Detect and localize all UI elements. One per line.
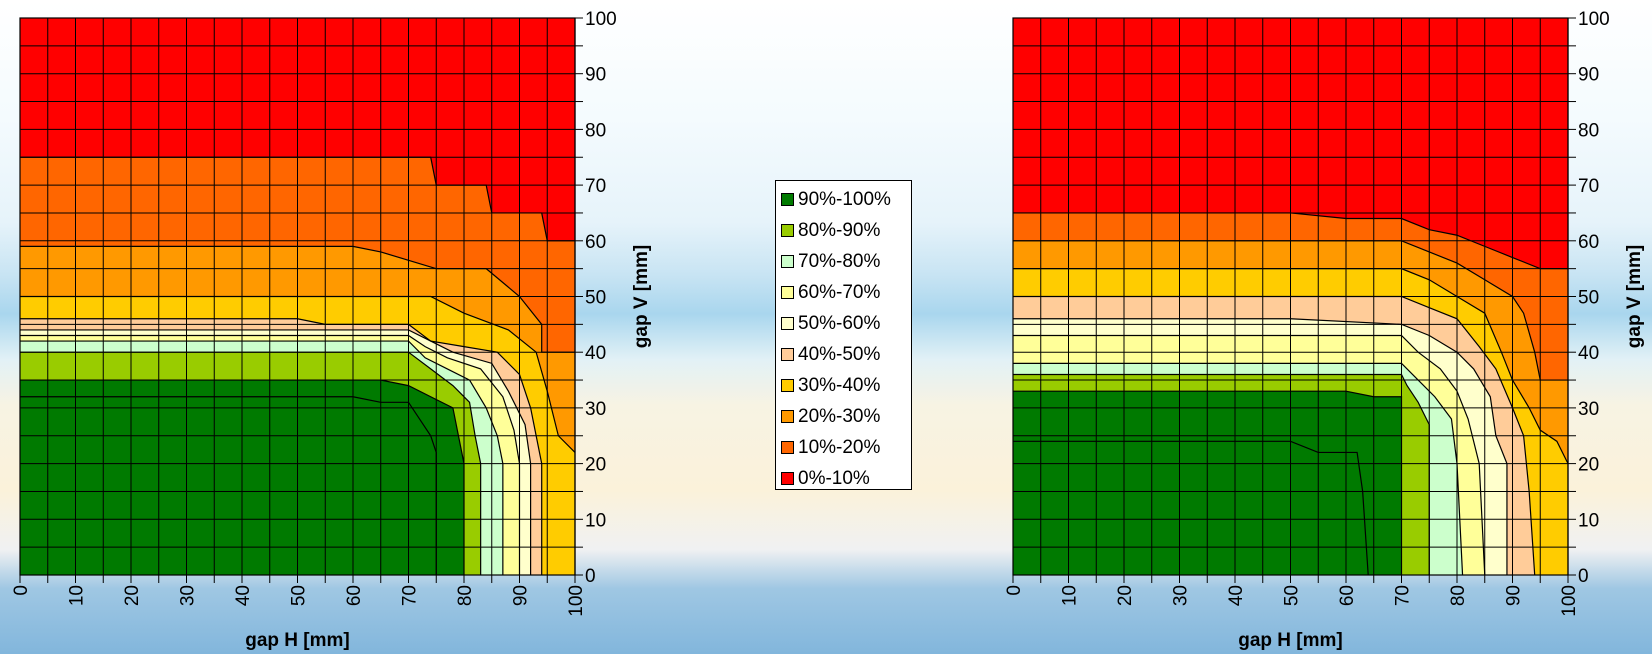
x-tick-label: 20 <box>1115 585 1136 606</box>
x-tick-label: 10 <box>1060 585 1081 606</box>
legend-item: 40%-50% <box>781 339 911 370</box>
x-tick-label: 40 <box>1226 585 1247 606</box>
legend-item: 50%-60% <box>781 308 911 339</box>
x-tick-label: 50 <box>1282 585 1303 606</box>
y-tick-label: 30 <box>585 399 606 420</box>
y-tick-label: 50 <box>1578 288 1599 309</box>
x-tick-label: 0 <box>1004 585 1025 596</box>
legend-label: 60%-70% <box>798 281 881 303</box>
legend-item: 20%-30% <box>781 401 911 432</box>
y-tick-label: 70 <box>1578 176 1599 197</box>
y-axis-title: gap V [mm] <box>1624 245 1645 348</box>
legend-label: 90%-100% <box>798 188 891 210</box>
x-tick-label: 70 <box>400 585 421 606</box>
y-tick-label: 100 <box>585 9 617 30</box>
legend-item: 0%-10% <box>781 463 911 494</box>
x-tick-label: 60 <box>1337 585 1358 606</box>
x-tick-label: 90 <box>511 585 532 606</box>
y-tick-label: 90 <box>1578 65 1599 86</box>
legend-swatch <box>781 193 794 206</box>
legend-label: 30%-40% <box>798 374 881 396</box>
contour-line <box>20 156 575 242</box>
x-axis-title: gap H [mm] <box>1238 630 1343 651</box>
legend-swatch <box>781 348 794 361</box>
legend-item: 10%-20% <box>781 432 911 463</box>
legend-swatch <box>781 410 794 423</box>
legend-label: 10%-20% <box>798 436 881 458</box>
contour-line <box>1013 440 1369 576</box>
y-tick-label: 20 <box>585 455 606 476</box>
y-tick-label: 60 <box>585 232 606 253</box>
contour-line <box>20 334 521 575</box>
y-tick-label: 10 <box>1578 510 1599 531</box>
legend-item: 60%-70% <box>781 277 911 308</box>
y-tick-label: 20 <box>1578 455 1599 476</box>
x-tick-label: 100 <box>566 585 587 617</box>
legend-item: 70%-80% <box>781 246 911 277</box>
y-tick-label: 90 <box>585 65 606 86</box>
x-tick-label: 10 <box>67 585 88 606</box>
x-tick-label: 80 <box>1448 585 1469 606</box>
x-tick-label: 50 <box>289 585 310 606</box>
x-axis-title: gap H [mm] <box>245 630 350 651</box>
legend-swatch <box>781 441 794 454</box>
legend-swatch <box>781 472 794 485</box>
x-tick-label: 100 <box>1559 585 1580 617</box>
contour-line <box>20 396 437 575</box>
contour-line <box>20 379 465 575</box>
y-tick-label: 30 <box>1578 399 1599 420</box>
legend-swatch <box>781 255 794 268</box>
y-axis-title: gap V [mm] <box>631 245 652 348</box>
y-tick-label: 100 <box>1578 9 1610 30</box>
x-tick-label: 70 <box>1393 585 1414 606</box>
x-tick-label: 80 <box>455 585 476 606</box>
legend-swatch <box>781 286 794 299</box>
x-tick-label: 90 <box>1504 585 1525 606</box>
contour-line <box>1013 240 1568 381</box>
contour-band <box>20 396 437 575</box>
legend-swatch <box>781 224 794 237</box>
legend-label: 20%-30% <box>798 405 881 427</box>
legend-item: 90%-100% <box>781 184 911 215</box>
x-tick-label: 30 <box>178 585 199 606</box>
legend-swatch <box>781 317 794 330</box>
y-tick-label: 10 <box>585 510 606 531</box>
contour-band <box>1013 441 1369 575</box>
y-tick-label: 0 <box>1578 566 1589 587</box>
x-tick-label: 20 <box>122 585 143 606</box>
legend: 90%-100% 80%-90% 70%-80% 60%-70% 50%-60%… <box>775 180 912 490</box>
legend-label: 70%-80% <box>798 250 881 272</box>
y-tick-label: 70 <box>585 176 606 197</box>
y-tick-label: 60 <box>1578 232 1599 253</box>
y-tick-label: 80 <box>1578 120 1599 141</box>
legend-label: 0%-10% <box>798 467 870 489</box>
x-tick-label: 40 <box>233 585 254 606</box>
contour-line <box>20 351 482 575</box>
legend-item: 30%-40% <box>781 370 911 401</box>
legend-item: 80%-90% <box>781 215 911 246</box>
legend-label: 80%-90% <box>798 219 881 241</box>
y-tick-label: 80 <box>585 120 606 141</box>
y-tick-label: 0 <box>585 566 596 587</box>
y-tick-label: 40 <box>585 343 606 364</box>
x-tick-label: 0 <box>11 585 32 596</box>
legend-label: 40%-50% <box>798 343 881 365</box>
legend-label: 50%-60% <box>798 312 881 334</box>
legend-swatch <box>781 379 794 392</box>
y-tick-label: 40 <box>1578 343 1599 364</box>
x-tick-label: 60 <box>344 585 365 606</box>
x-tick-label: 30 <box>1171 585 1192 606</box>
y-tick-label: 50 <box>585 288 606 309</box>
